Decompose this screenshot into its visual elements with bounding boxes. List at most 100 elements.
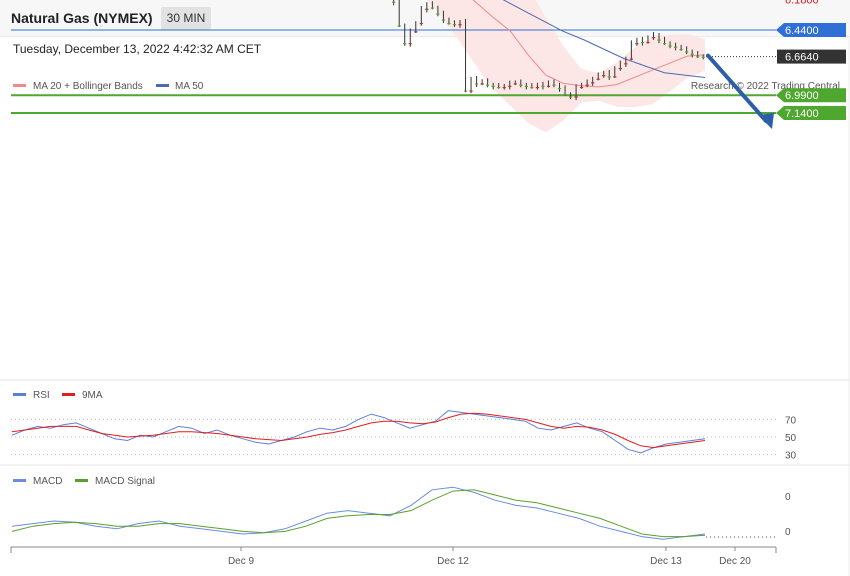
- resistance-label: 7.1400: [785, 108, 819, 120]
- last-price-tag: [777, 49, 846, 64]
- legend-swatch-rsi-ma: [62, 393, 75, 396]
- candle-body: [519, 84, 523, 86]
- candle-body: [474, 83, 479, 85]
- candle-body: [469, 90, 473, 92]
- candle-body: [580, 86, 584, 89]
- resistance-tag: [776, 88, 846, 103]
- candle-body: [414, 31, 418, 33]
- legend-swatch-ma20: [13, 84, 26, 87]
- forecast-arrowhead: [758, 113, 774, 129]
- candle-body: [486, 84, 490, 86]
- candle-body: [640, 41, 645, 44]
- candle-body: [657, 39, 661, 41]
- copyright-text: Research © 2022 Trading Central: [691, 81, 840, 92]
- x-tick-label: Dec 12: [437, 556, 469, 567]
- legend-label-macd-signal: MACD Signal: [95, 476, 155, 487]
- candle-body: [624, 63, 628, 65]
- rsi-line: [11, 410, 706, 454]
- candle-body: [436, 13, 440, 15]
- x-tick-label: Dec 9: [228, 556, 255, 567]
- resistance-tag: [776, 106, 846, 120]
- macd-tick-label: 0: [785, 527, 791, 538]
- candle-body: [458, 24, 462, 26]
- candle-body: [629, 58, 633, 60]
- rsi-ma-line: [11, 412, 706, 449]
- candle-body: [585, 84, 589, 86]
- legend-swatch-macd-signal: [75, 479, 88, 482]
- candle-body: [425, 8, 429, 10]
- candle-body: [403, 43, 407, 45]
- macd-panel: 00: [11, 486, 791, 540]
- candle-body: [602, 75, 606, 77]
- candle-body: [497, 86, 501, 89]
- candle-body: [646, 41, 650, 44]
- candle-body: [491, 85, 495, 87]
- candle-body: [618, 67, 622, 70]
- candle-body: [701, 56, 705, 58]
- candle-body: [673, 46, 678, 48]
- legend-swatch-ma50: [156, 84, 169, 87]
- candle-body: [441, 19, 446, 21]
- timeframe-badge[interactable]: 30 MIN: [161, 7, 211, 30]
- candle-body: [463, 90, 468, 92]
- legend-swatch-macd: [13, 479, 26, 482]
- rsi-panel: 70 50 30: [11, 410, 797, 462]
- candle-body: [635, 43, 639, 45]
- candle-body: [546, 85, 551, 87]
- candle-body: [513, 83, 517, 85]
- candle-body: [508, 85, 512, 87]
- macd-tick-label: 0: [785, 492, 791, 503]
- candle-body: [563, 94, 567, 96]
- candle-body: [613, 76, 617, 78]
- candle-body: [568, 96, 573, 98]
- ma50-line: [502, 0, 706, 78]
- bollinger-band: [426, 0, 705, 133]
- candle-body: [408, 43, 412, 45]
- candle-body: [502, 86, 506, 89]
- legend-label-ma50: MA 50: [175, 81, 204, 92]
- rsi-tick-label: 70: [785, 415, 797, 426]
- forecast-arrow: [706, 53, 774, 129]
- x-tick-label: Dec 20: [719, 556, 751, 567]
- candle-body: [447, 22, 451, 25]
- x-axis-ticks: Dec 9 Dec 12 Dec 13 Dec 20: [228, 547, 751, 567]
- candle-body: [535, 86, 539, 89]
- candle-body: [397, 25, 401, 27]
- chart-header: Natural Gas (NYMEX) 30 MIN: [0, 0, 850, 37]
- candle-body: [651, 37, 656, 39]
- candle-body: [530, 86, 534, 89]
- candle-body: [392, 1, 396, 3]
- rsi-tick-label: 50: [785, 433, 797, 444]
- resistance-label: 6.9900: [785, 90, 819, 102]
- rsi-tick-label: 30: [785, 451, 797, 462]
- candlesticks: [392, 0, 705, 101]
- price-levels: [11, 29, 776, 114]
- candle-body: [574, 96, 578, 98]
- pivot-tag: [776, 23, 846, 38]
- x-tick-label: Dec 13: [650, 556, 682, 567]
- candle-body: [557, 88, 562, 90]
- macd-signal-line: [11, 489, 706, 538]
- candle-body: [524, 85, 528, 87]
- pivot-label: 6.4400: [785, 25, 819, 37]
- candle-body: [430, 7, 434, 9]
- candle-body: [662, 43, 667, 45]
- bollinger-band-area: [426, 0, 705, 133]
- legend-label-macd: MACD: [33, 476, 62, 487]
- legend-swatch-rsi: [13, 393, 26, 396]
- legend-label-ma20: MA 20 + Bollinger Bands: [33, 81, 143, 92]
- legend-label-rsi: RSI: [33, 390, 50, 401]
- macd-line: [11, 486, 706, 540]
- candle-body: [685, 51, 689, 53]
- candle-body: [696, 56, 700, 58]
- timestamp: Tuesday, December 13, 2022 4:42:32 AM CE…: [13, 42, 262, 56]
- candle-body: [690, 53, 694, 55]
- candle-body: [668, 45, 672, 47]
- candle-body: [452, 24, 457, 26]
- instrument-title: Natural Gas (NYMEX): [11, 10, 153, 26]
- support-label: 6.1800: [785, 0, 819, 6]
- moving-averages: [472, 0, 706, 88]
- ma20-line: [472, 0, 706, 88]
